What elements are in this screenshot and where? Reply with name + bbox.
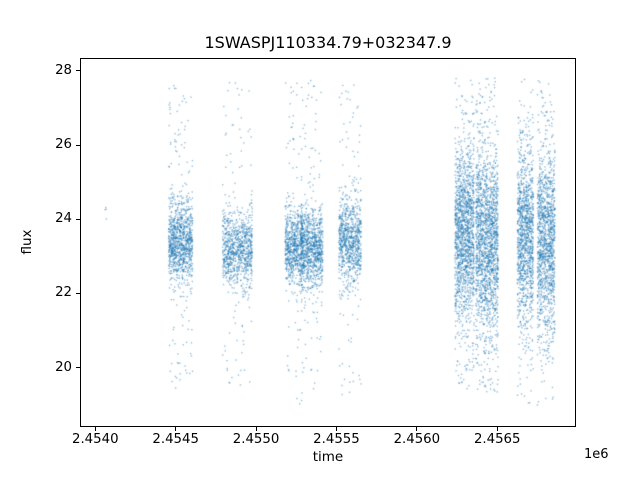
axis-offset-label: 1e6 (584, 447, 609, 462)
scatter-plot-canvas (81, 59, 575, 426)
y-tick-mark (76, 367, 80, 369)
x-axis-label: time (312, 449, 344, 465)
chart-title: 1SWASPJ110334.79+032347.9 (204, 33, 452, 52)
y-tick-label: 24 (55, 211, 72, 227)
y-tick-label: 20 (55, 359, 72, 375)
x-tick-label: 2.4555 (313, 432, 360, 447)
y-tick-mark (76, 144, 80, 146)
x-tick-mark (416, 427, 418, 431)
y-axis-label: flux (19, 229, 35, 255)
x-tick-label: 2.4540 (72, 432, 119, 447)
x-tick-label: 2.4550 (232, 432, 280, 447)
y-tick-mark (76, 70, 80, 72)
x-tick-label: 2.4565 (473, 432, 521, 447)
x-tick-mark (335, 427, 337, 431)
x-tick-mark (496, 427, 498, 431)
y-tick-label: 28 (55, 62, 72, 78)
y-tick-mark (76, 218, 80, 220)
x-tick-mark (175, 427, 177, 431)
y-tick-mark (76, 292, 80, 294)
y-tick-label: 26 (55, 137, 72, 153)
plot-area (80, 58, 576, 427)
y-tick-label: 22 (55, 285, 72, 301)
x-tick-mark (94, 427, 96, 431)
x-tick-mark (255, 427, 257, 431)
x-tick-label: 2.4560 (393, 432, 441, 447)
x-tick-label: 2.4545 (152, 432, 199, 447)
